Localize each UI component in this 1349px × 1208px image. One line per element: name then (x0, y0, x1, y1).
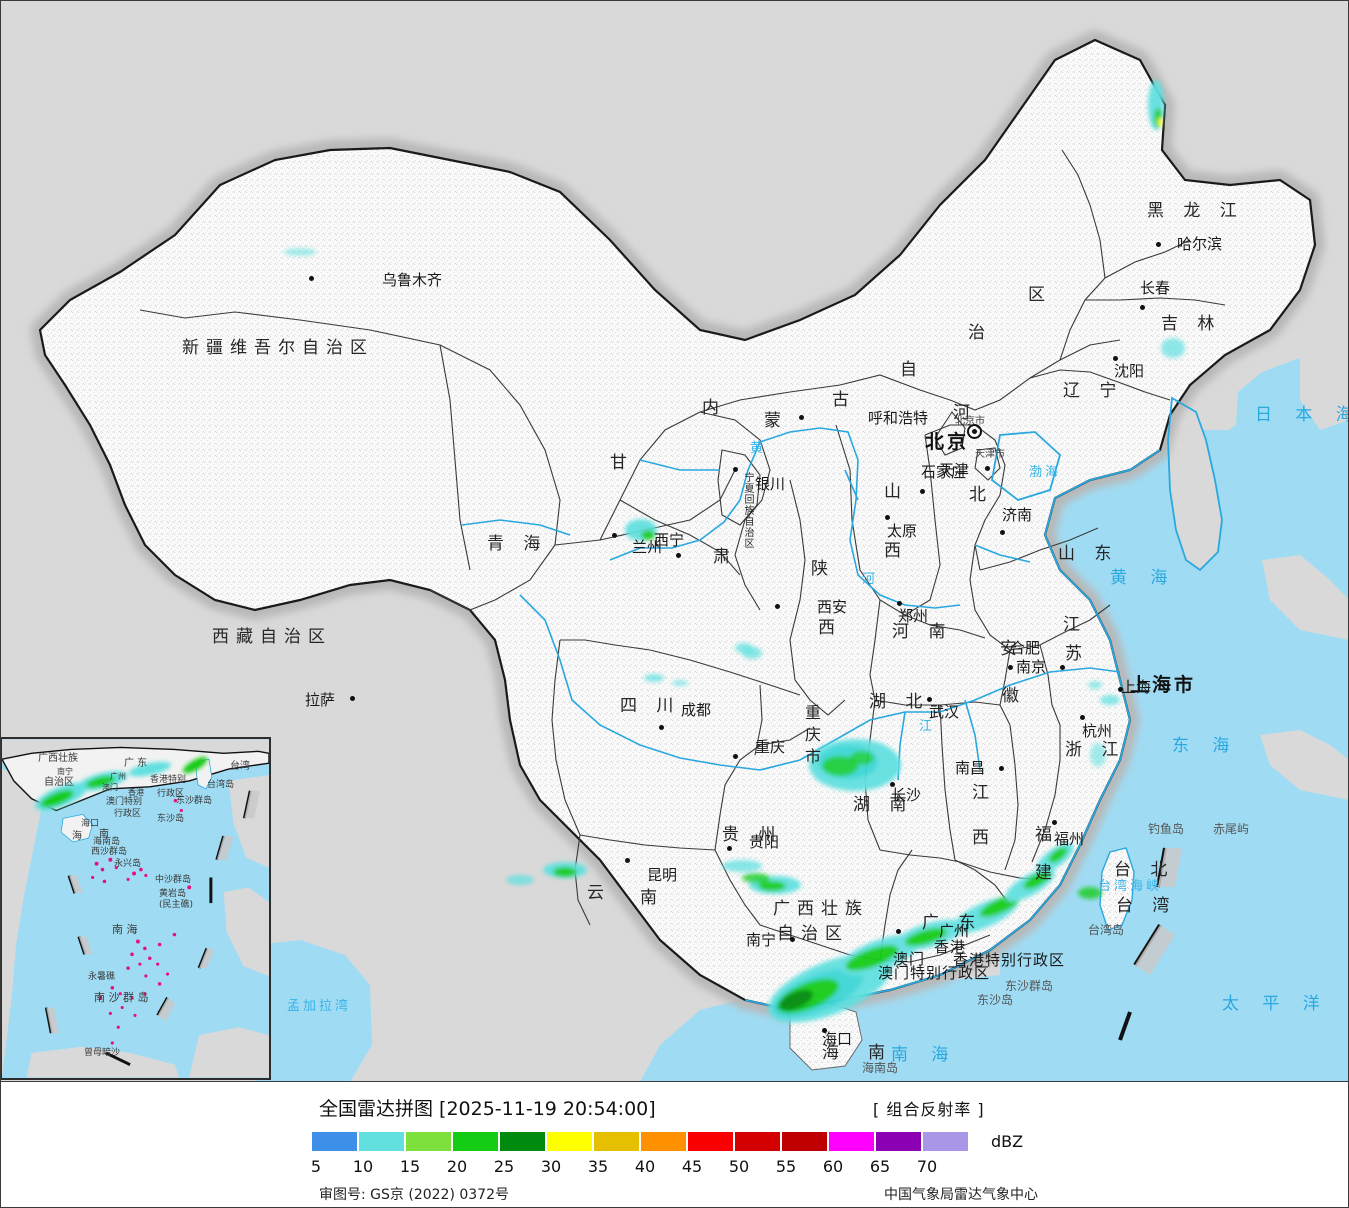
city-marker-17 (1052, 820, 1057, 825)
colorbar-tick-70: 70 (916, 1157, 938, 1176)
map-graphics (32, 32, 1349, 1082)
china-radar-map[interactable]: 新疆维吾尔自治区 西藏自治区青 海甘肃内蒙古自治区黑 龙 江吉 林辽 宁河北山西陕… (0, 0, 1349, 1082)
city-marker-15 (927, 697, 932, 702)
city-marker-13 (896, 929, 901, 934)
city-marker-21 (1008, 665, 1013, 670)
colorbar-swatch-5[interactable] (312, 1132, 357, 1151)
colorbar-tick-10: 10 (352, 1157, 374, 1176)
colorbar-swatch-60[interactable] (829, 1132, 874, 1151)
legend-panel: 全国雷达拼图 [2025-11-19 20:54:00] [ 组合反射率 ] d… (0, 1082, 1349, 1208)
city-marker-8 (733, 754, 738, 759)
colorbar-tick-30: 30 (540, 1157, 562, 1176)
colorbar-tick-5: 5 (310, 1157, 322, 1176)
city-marker-29 (1156, 242, 1161, 247)
colorbar-swatch-15[interactable] (406, 1132, 451, 1151)
colorbar-tick-60: 60 (822, 1157, 844, 1176)
city-marker-2 (612, 533, 617, 538)
city-marker-16 (999, 766, 1004, 771)
colorbar-swatch-30[interactable] (547, 1132, 592, 1151)
city-marker-3 (676, 553, 681, 558)
colorbar-swatch-35[interactable] (594, 1132, 639, 1151)
legend-title: 全国雷达拼图 [2025-11-19 20:54:00] (319, 1098, 656, 1120)
capital-marker-beijing (967, 424, 982, 439)
colorbar-swatch-65[interactable] (876, 1132, 921, 1151)
colorbar-tick-45: 45 (681, 1157, 703, 1176)
city-marker-18 (1080, 715, 1085, 720)
colorbar-tick-15: 15 (399, 1157, 421, 1176)
city-marker-25 (897, 601, 902, 606)
city-marker-7 (659, 725, 664, 730)
colorbar-swatch-55[interactable] (782, 1132, 827, 1151)
dbz-colorbar[interactable] (312, 1132, 968, 1151)
city-marker-19 (1060, 665, 1065, 670)
city-marker-22 (1000, 530, 1005, 535)
issuing-agency: 中国气象局雷达气象中心 (884, 1187, 1038, 1203)
city-marker-23 (920, 489, 925, 494)
city-marker-6 (775, 604, 780, 609)
colorbar-tick-65: 65 (869, 1157, 891, 1176)
city-marker-24 (885, 515, 890, 520)
colorbar-swatch-10[interactable] (359, 1132, 404, 1151)
city-marker-0 (309, 276, 314, 281)
city-marker-10 (727, 846, 732, 851)
south-china-sea-inset-map[interactable]: 广西壮族 自治区 南宁广 东广州 澳门 香港 香港特别 行政区 澳门特别 行政区 台湾 台湾岛 东沙群… (0, 737, 271, 1080)
map-approval-number: 审图号: GS京 (2022) 0372号 (319, 1187, 509, 1203)
colorbar-swatch-25[interactable] (500, 1132, 545, 1151)
city-marker-5 (799, 415, 804, 420)
colorbar-tick-55: 55 (775, 1157, 797, 1176)
colorbar-tick-35: 35 (587, 1157, 609, 1176)
legend-product-type: [ 组合反射率 ] (873, 1100, 985, 1119)
colorbar-tick-40: 40 (634, 1157, 656, 1176)
city-marker-11 (790, 937, 795, 942)
colorbar-tick-50: 50 (728, 1157, 750, 1176)
colorbar-swatch-20[interactable] (453, 1132, 498, 1151)
city-marker-20 (1118, 687, 1123, 692)
city-marker-27 (1113, 356, 1118, 361)
city-marker-28 (1140, 305, 1145, 310)
city-marker-12 (822, 1028, 827, 1033)
city-marker-4 (733, 467, 738, 472)
city-marker-1 (350, 696, 355, 701)
inset-graphics (2, 739, 269, 1078)
colorbar-unit-label: dBZ (991, 1132, 1024, 1151)
colorbar-tick-20: 20 (446, 1157, 468, 1176)
colorbar-swatch-70[interactable] (923, 1132, 968, 1151)
city-marker-14 (890, 782, 895, 787)
city-marker-9 (625, 858, 630, 863)
colorbar-swatch-45[interactable] (688, 1132, 733, 1151)
colorbar-tick-25: 25 (493, 1157, 515, 1176)
city-marker-26 (985, 466, 990, 471)
colorbar-swatch-40[interactable] (641, 1132, 686, 1151)
colorbar-swatch-50[interactable] (735, 1132, 780, 1151)
